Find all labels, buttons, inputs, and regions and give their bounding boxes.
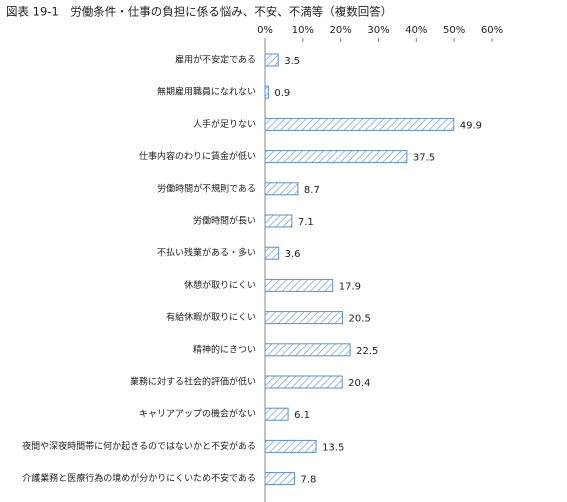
y-tick-label: 雇用が不安定である [175, 54, 256, 66]
bar [264, 375, 343, 389]
data-label: 49.9 [460, 120, 482, 131]
data-label: 37.5 [413, 153, 435, 164]
y-tick-label: 仕事内容のわりに賃金が低い [139, 150, 256, 162]
x-tick-label: 30% [367, 25, 389, 36]
x-tick-label: 0% [257, 25, 273, 36]
y-tick-label: 労働時間が長い [193, 215, 256, 227]
chart-title: 図表 19-1 労働条件・仕事の負担に係る悩み、不安、不満等（複数回答） [6, 5, 392, 19]
bar [264, 182, 299, 196]
y-tick-label: 不払い残業がある・多い [157, 247, 256, 259]
x-tick-label: 40% [405, 25, 427, 36]
bar [264, 407, 289, 421]
y-tick-label: 夜間や深夜時間帯に何か起きるのではないかと不安がある [22, 440, 256, 452]
data-label: 3.6 [285, 249, 301, 260]
bar [264, 117, 455, 131]
data-label: 0.9 [274, 88, 290, 99]
data-label: 20.5 [349, 314, 371, 325]
x-tick-label: 60% [481, 25, 503, 36]
bar [264, 246, 280, 260]
y-tick-label: 有給休暇が取りにくい [166, 311, 256, 323]
y-tick-label: 無期雇用職員になれない [157, 86, 256, 98]
bar [264, 85, 269, 99]
bar [264, 150, 408, 164]
data-label: 7.1 [298, 217, 314, 228]
y-tick-label: 介護業務と医療行為の境めが分かりにくいため不安である [22, 472, 256, 484]
bar [264, 214, 293, 228]
data-label: 13.5 [322, 442, 344, 453]
data-label: 6.1 [294, 410, 310, 421]
y-tick-label: 休憩が取りにくい [184, 279, 256, 291]
data-label: 8.7 [304, 185, 320, 196]
x-tick-label: 10% [292, 25, 314, 36]
bar [264, 311, 344, 325]
data-label: 22.5 [356, 346, 378, 357]
bar [264, 439, 317, 453]
bar [264, 472, 296, 486]
data-label: 20.4 [348, 378, 370, 389]
x-tick-label: 20% [330, 25, 352, 36]
data-label: 17.9 [339, 281, 361, 292]
y-tick-label: 人手が足りない [193, 118, 256, 130]
data-label: 7.8 [301, 475, 317, 486]
y-tick-label: 労働時間が不規則である [157, 182, 256, 194]
bar [264, 343, 351, 357]
bar [264, 53, 279, 67]
y-tick-label: キャリアアップの機会がない [139, 408, 256, 420]
y-tick-label: 業務に対する社会的評価が低い [130, 376, 256, 388]
data-label: 3.5 [284, 56, 300, 67]
x-tick-label: 50% [443, 25, 465, 36]
y-tick-label: 精神的にきつい [193, 343, 256, 355]
bar [264, 278, 334, 292]
